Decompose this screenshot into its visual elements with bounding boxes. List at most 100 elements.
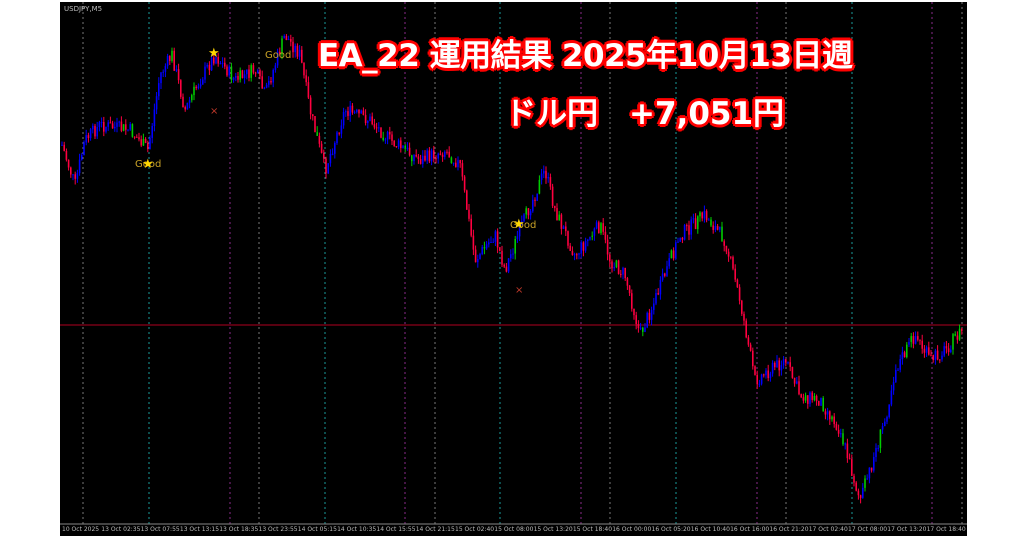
- close-mark-icon: ×: [515, 285, 524, 296]
- candle-body: [437, 153, 439, 159]
- candle-body: [468, 209, 470, 219]
- candle-body: [582, 242, 585, 251]
- good-signal-label: Good: [135, 159, 162, 170]
- candle-body: [501, 250, 503, 265]
- candle-body: [402, 145, 404, 148]
- candle-body: [358, 109, 360, 114]
- candle-body: [589, 236, 591, 240]
- candle-body: [215, 57, 217, 64]
- candle-body: [727, 251, 730, 257]
- candle-body: [268, 80, 270, 85]
- candle-body: [136, 136, 138, 138]
- candle-body: [342, 112, 345, 126]
- candle-body: [250, 65, 252, 78]
- candle-body: [958, 328, 961, 340]
- candle-body: [283, 35, 285, 39]
- time-label: 15 Oct 02:40: [455, 526, 495, 533]
- candle-body: [562, 226, 565, 229]
- candle-body: [419, 159, 422, 164]
- candle-body: [558, 214, 560, 221]
- candle-body: [217, 57, 219, 64]
- candle-body: [202, 79, 204, 85]
- candle-body: [534, 199, 536, 201]
- candle-body: [479, 254, 481, 260]
- candle-body: [338, 132, 340, 134]
- candle-body: [908, 341, 910, 345]
- candle-body: [835, 424, 838, 430]
- candle-body: [243, 74, 246, 78]
- candle-body: [153, 109, 156, 127]
- candle-body: [793, 377, 796, 384]
- candle-body: [490, 242, 492, 244]
- candle-body: [587, 239, 589, 241]
- candle-body: [347, 111, 349, 116]
- candle-body: [155, 96, 158, 110]
- candle-body: [144, 138, 147, 143]
- candle-body: [917, 336, 919, 340]
- candle-body: [356, 109, 358, 112]
- candle-body: [565, 226, 567, 232]
- candle-body: [716, 226, 719, 230]
- candle-body: [659, 279, 662, 295]
- candle-body: [274, 65, 277, 70]
- candle-body: [760, 374, 763, 384]
- candle-body: [538, 179, 541, 194]
- candle-body: [96, 126, 98, 137]
- candle-body: [175, 69, 178, 71]
- candle-body: [833, 416, 835, 425]
- candle-body: [672, 250, 675, 259]
- time-label: 10 Oct 2025: [62, 526, 100, 533]
- candle-body: [287, 39, 290, 41]
- candle-body: [248, 69, 250, 78]
- candle-body: [162, 71, 164, 73]
- candle-body: [749, 344, 752, 351]
- candle-body: [404, 145, 406, 149]
- candle-body: [518, 224, 521, 237]
- candle-body: [378, 127, 380, 129]
- price-chart[interactable]: USDJPY,M5 10 Oct 2025 13 Oct 02:35 13 Oct …: [60, 2, 967, 536]
- candle-body: [221, 62, 224, 64]
- candle-body: [864, 478, 866, 488]
- candle-body: [129, 124, 131, 130]
- candle-body: [624, 267, 626, 279]
- candle-body: [336, 132, 338, 144]
- candle-body: [545, 170, 547, 179]
- candle-body: [364, 114, 367, 124]
- candle-body: [118, 121, 120, 123]
- candle-body: [430, 150, 433, 162]
- candle-body: [94, 125, 96, 137]
- candle-body: [281, 38, 283, 55]
- candle-body: [631, 293, 633, 309]
- candle-body: [837, 429, 840, 434]
- candle-body: [648, 312, 651, 320]
- candle-body: [67, 159, 70, 168]
- candle-body: [408, 147, 411, 156]
- candle-body: [169, 56, 171, 61]
- candle-body: [516, 236, 519, 240]
- candle-body: [206, 64, 208, 67]
- candle-body: [796, 381, 798, 384]
- candle-body: [499, 247, 501, 251]
- candle-body: [754, 366, 756, 375]
- candle-body: [81, 155, 83, 160]
- candle-body: [184, 107, 186, 110]
- candle-body: [529, 211, 532, 216]
- candle-body: [600, 223, 602, 234]
- candle-body: [252, 65, 255, 73]
- candle-body: [488, 242, 490, 245]
- candle-body: [481, 247, 483, 255]
- time-label: 14 Oct 05:15: [297, 526, 337, 533]
- candle-body: [881, 426, 884, 430]
- candle-body: [226, 66, 228, 76]
- candle-body: [439, 153, 442, 155]
- candle-body: [961, 328, 963, 331]
- candle-body: [736, 279, 739, 288]
- candle-body: [505, 266, 508, 272]
- candle-body: [415, 154, 417, 157]
- star-icon: ★: [142, 157, 154, 172]
- candle-body: [426, 150, 428, 161]
- candle-body: [485, 244, 488, 249]
- candle-body: [512, 253, 514, 255]
- candle-body: [422, 155, 424, 164]
- candle-body: [851, 459, 853, 476]
